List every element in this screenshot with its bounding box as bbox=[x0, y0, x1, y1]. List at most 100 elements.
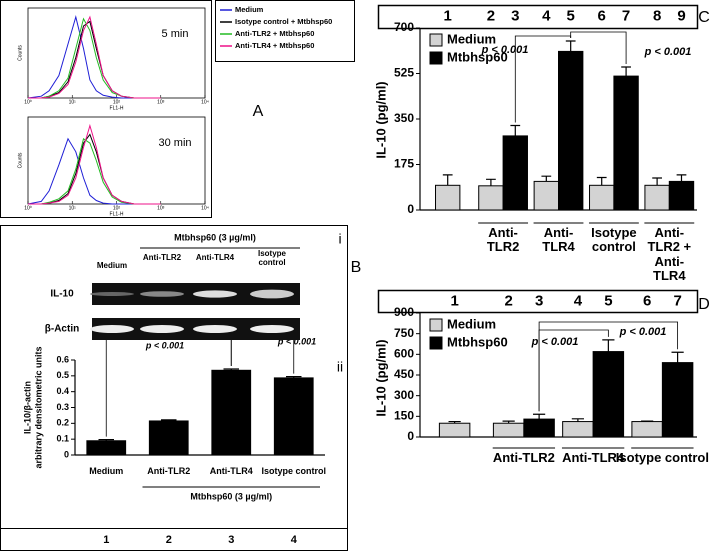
y-tick-label: 0 bbox=[64, 449, 69, 459]
lane-number: 1 bbox=[103, 534, 109, 546]
error-bar bbox=[671, 351, 684, 363]
significance-label: p < 0.001 bbox=[619, 326, 667, 338]
subpanel-label: ii bbox=[337, 359, 343, 375]
y-tick-label: 300 bbox=[394, 388, 414, 402]
x-tick-label: 10¹ bbox=[69, 99, 77, 105]
time-label: 30 min bbox=[158, 137, 191, 149]
significance-label: p < 0.001 bbox=[277, 336, 316, 346]
error-bar bbox=[442, 174, 453, 186]
bar bbox=[435, 184, 461, 211]
bar bbox=[558, 50, 584, 211]
legend-swatch bbox=[429, 51, 443, 65]
y-tick-label: 750 bbox=[394, 326, 414, 340]
histogram-curve bbox=[28, 123, 161, 205]
x-tick-label: Anti-TLR2 bbox=[492, 450, 555, 465]
histogram-curve bbox=[27, 137, 161, 205]
bar bbox=[533, 180, 560, 211]
y-axis-label: IL-10 (pg/ml) bbox=[373, 339, 388, 416]
panel-label: B bbox=[351, 259, 362, 276]
legend-label: Mtbhsp60 bbox=[447, 49, 508, 64]
error-bar bbox=[286, 376, 302, 378]
x-tick-label: 10² bbox=[113, 99, 121, 105]
histogram-curve bbox=[28, 15, 161, 99]
error-bar bbox=[533, 413, 546, 420]
x-tick-label: Anti-TLR4 bbox=[542, 225, 575, 255]
significance-bracket bbox=[538, 321, 679, 412]
y-tick-label: 0.5 bbox=[56, 370, 69, 380]
bar bbox=[661, 362, 694, 438]
y-axis-label: arbitrary densitometric units bbox=[33, 346, 43, 468]
plot-frame bbox=[27, 116, 206, 205]
y-tick-label: 350 bbox=[394, 111, 414, 125]
lane-number-box bbox=[377, 4, 699, 30]
x-tick-label: Isotype control bbox=[591, 225, 637, 255]
legend-label: Anti-TLR4 + Mtbhsp60 bbox=[235, 41, 314, 50]
lane-number: 8 bbox=[653, 7, 661, 24]
gel-band bbox=[250, 289, 294, 299]
bar bbox=[273, 377, 314, 456]
error-bar bbox=[541, 175, 552, 182]
bar bbox=[613, 75, 639, 211]
bar bbox=[592, 351, 625, 438]
panel-label: D bbox=[698, 296, 710, 313]
bar bbox=[148, 420, 189, 456]
gel-lane-label: Medium bbox=[96, 261, 128, 270]
bar bbox=[478, 185, 504, 211]
lane-number-box bbox=[377, 289, 699, 314]
lane-number: 7 bbox=[673, 292, 681, 309]
legend-label: Medium bbox=[235, 5, 264, 14]
error-bar bbox=[676, 174, 687, 182]
bar bbox=[502, 135, 528, 211]
bar bbox=[523, 418, 555, 438]
lane-number: 1 bbox=[444, 7, 452, 24]
bar bbox=[211, 369, 252, 456]
y-tick-label: 0.3 bbox=[56, 402, 69, 412]
lane-number: 3 bbox=[535, 292, 543, 309]
bar bbox=[631, 421, 663, 438]
x-tick-label: 10³ bbox=[157, 205, 165, 211]
error-bar bbox=[502, 420, 515, 424]
gel-band bbox=[193, 290, 237, 298]
lane-number: 3 bbox=[228, 534, 234, 546]
gel-band bbox=[250, 325, 294, 333]
error-bar bbox=[652, 177, 662, 186]
y-tick-label: 0.4 bbox=[56, 386, 69, 396]
bar bbox=[562, 421, 594, 438]
y-tick-label: 525 bbox=[394, 66, 414, 80]
x-tick-label: Anti-TLR2 bbox=[147, 466, 191, 476]
lane-number: 4 bbox=[542, 7, 551, 24]
bar bbox=[668, 180, 695, 211]
legend-label: Mtbhsp60 bbox=[447, 334, 508, 349]
panel-a-frame bbox=[0, 0, 212, 218]
y-axis-label: IL-10 (pg/ml) bbox=[373, 81, 388, 158]
error-bar bbox=[565, 40, 576, 52]
lane-number: 4 bbox=[291, 534, 298, 546]
gel-lane-label: Anti-TLR4 bbox=[195, 253, 235, 262]
y-tick-label: 450 bbox=[394, 367, 414, 381]
x-tick-label: 10⁰ bbox=[24, 205, 32, 211]
time-label: 5 min bbox=[162, 28, 189, 40]
significance-label: p < 0.001 bbox=[644, 46, 692, 58]
bar bbox=[492, 422, 525, 438]
lane-number: 2 bbox=[487, 7, 495, 24]
y-tick-label: 700 bbox=[394, 20, 414, 34]
plot-frame bbox=[27, 7, 206, 99]
lane-number: 4 bbox=[574, 292, 583, 309]
error-bar bbox=[486, 178, 496, 186]
lane-number: 1 bbox=[450, 292, 458, 309]
error-bar bbox=[596, 176, 607, 186]
panel-label: C bbox=[698, 9, 710, 26]
error-bar bbox=[510, 124, 521, 136]
legend-frame bbox=[215, 0, 355, 62]
y-tick-label: 900 bbox=[394, 305, 414, 319]
lane-number: 5 bbox=[567, 7, 575, 24]
significance-bracket bbox=[570, 31, 627, 64]
error-bar bbox=[621, 66, 631, 77]
lane-number: 6 bbox=[643, 292, 651, 309]
significance-label: p < 0.001 bbox=[531, 336, 579, 348]
legend-swatch bbox=[429, 33, 443, 47]
legend-label: Medium bbox=[447, 31, 496, 46]
x-tick-label: 10¹ bbox=[69, 205, 77, 211]
